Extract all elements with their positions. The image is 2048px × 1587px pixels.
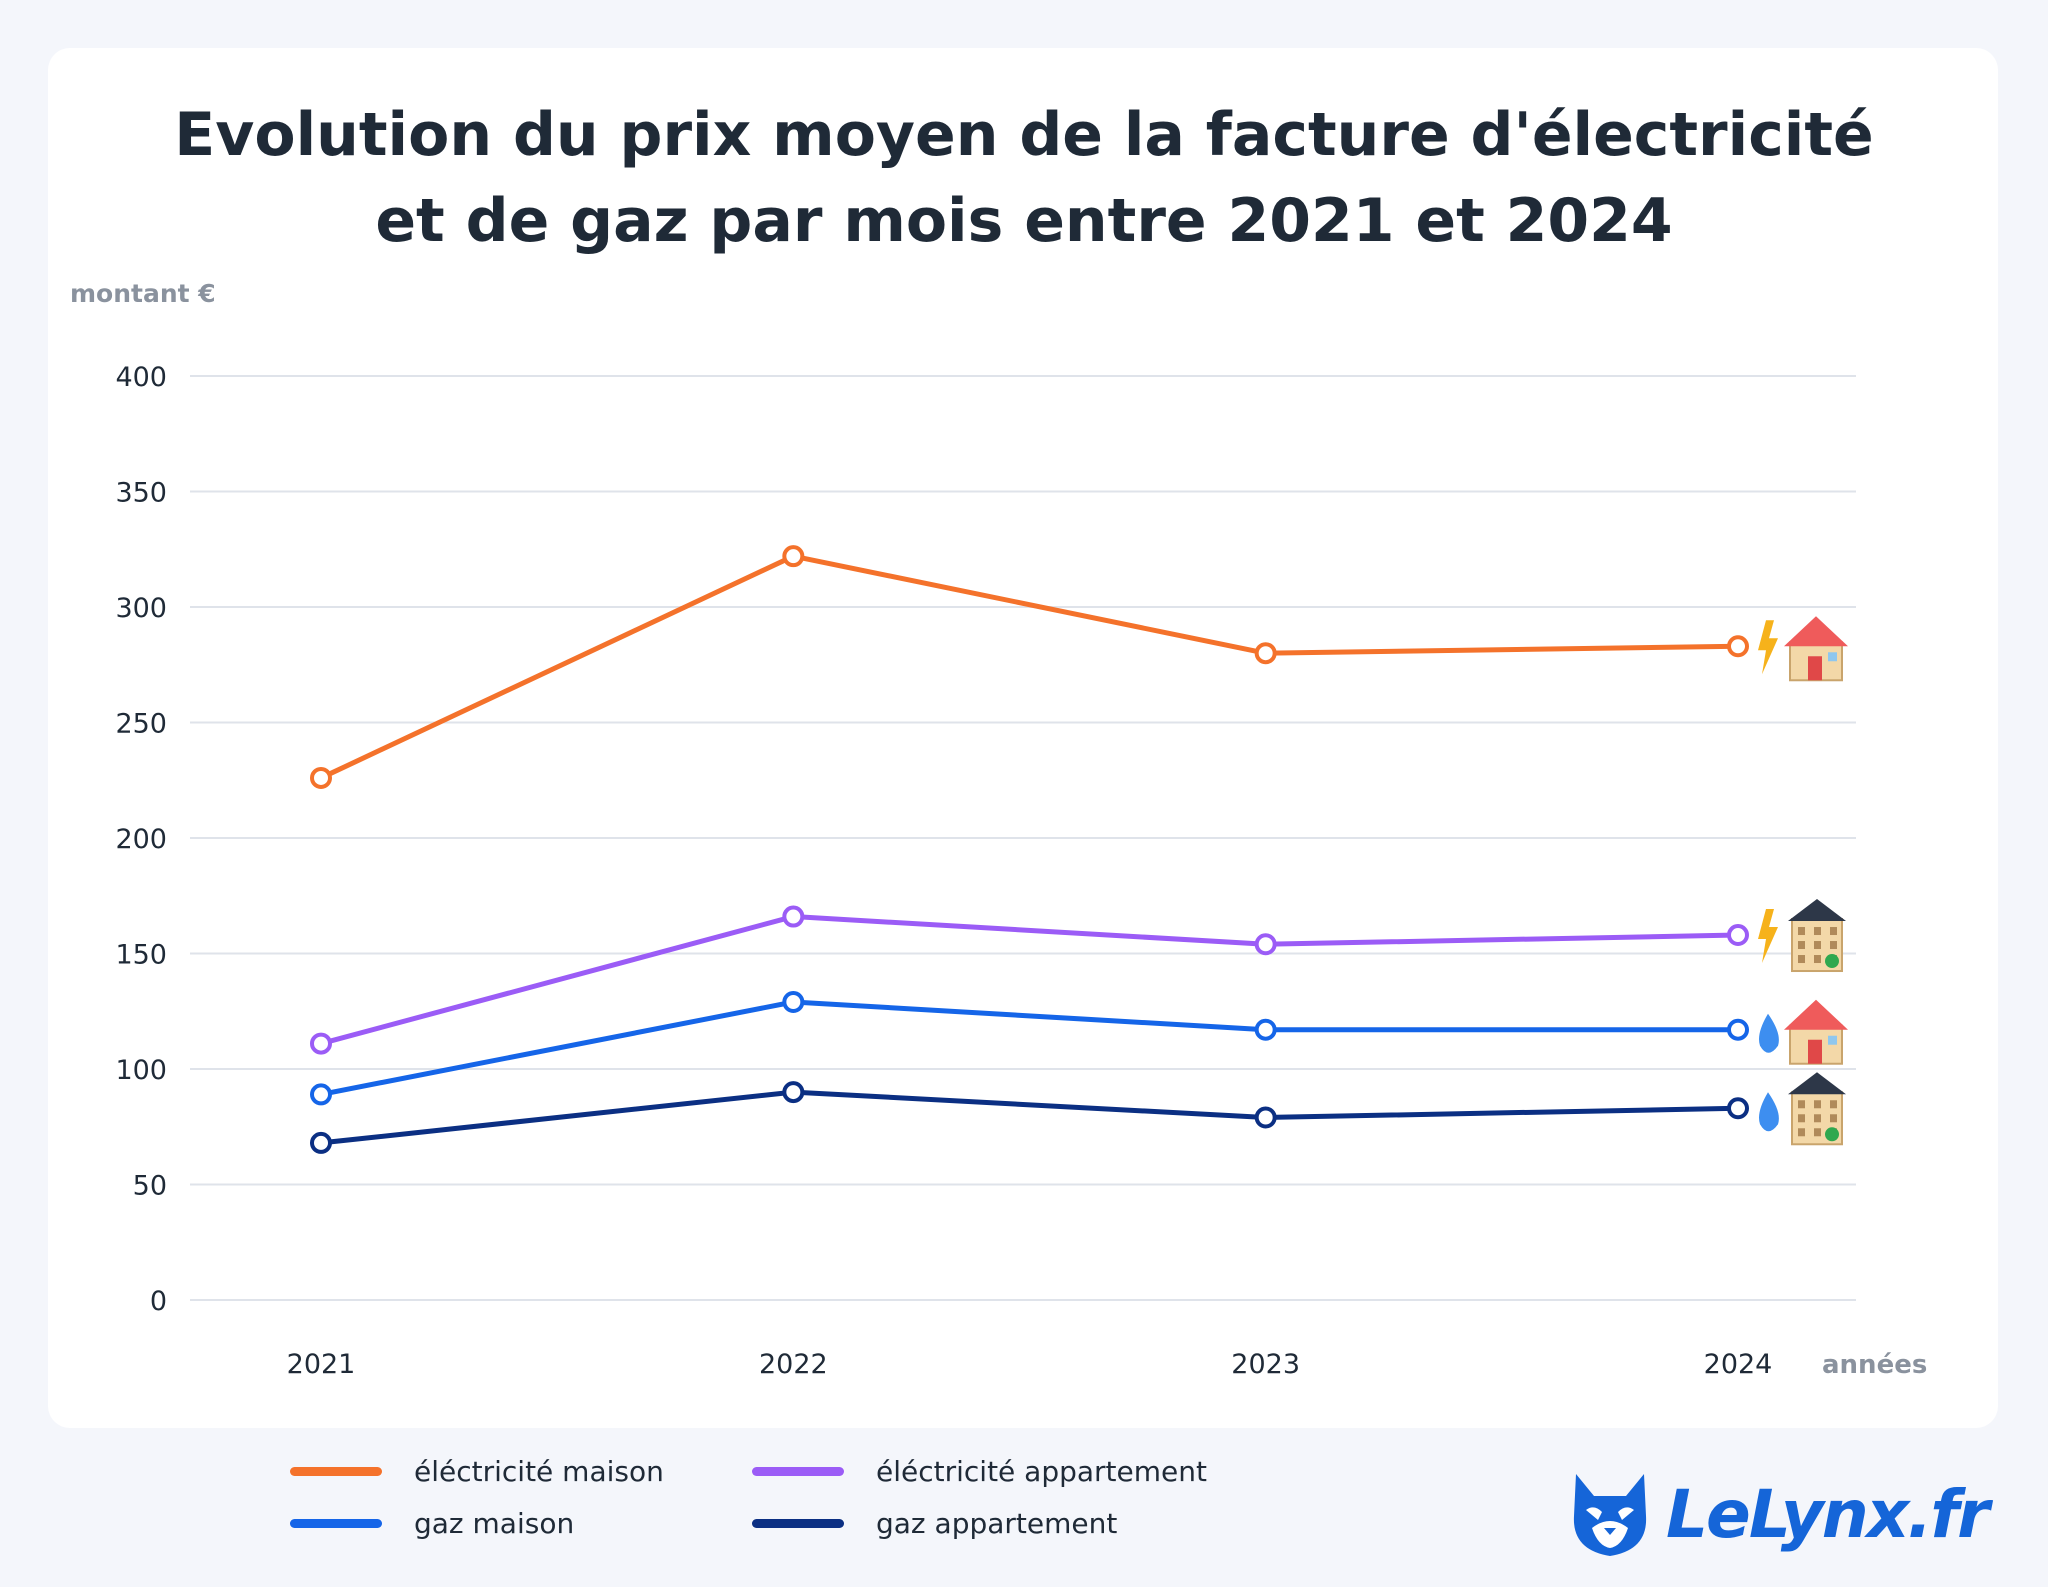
- chart-card: [48, 48, 1998, 1428]
- legend-label: gaz appartement: [876, 1507, 1118, 1540]
- data-point-electricite_appartement-2022: [782, 905, 805, 928]
- apartment-window: [1830, 1100, 1837, 1109]
- legend-label: gaz maison: [414, 1507, 575, 1540]
- gas-drop-icon: [1759, 1013, 1779, 1053]
- apartment-roof: [1788, 1072, 1846, 1095]
- grid-layer: [190, 375, 1856, 1301]
- data-point-electricite_maison-2022: [782, 545, 805, 568]
- y-tick-label-400: 400: [115, 362, 167, 393]
- y-tick-label-350: 350: [115, 478, 167, 509]
- series-gaz_appartement: [310, 1081, 1749, 1154]
- apartment-window: [1798, 1128, 1805, 1137]
- data-point-electricite_appartement-2023: [1254, 933, 1277, 956]
- brand-logo[interactable]: LeLynx.fr: [1568, 1468, 2008, 1560]
- apartment-roof: [1788, 899, 1846, 922]
- series-electricite_maison: [310, 545, 1749, 789]
- data-point-electricite_maison-2021: [310, 766, 332, 789]
- data-point-electricite_maison-2024: [1727, 635, 1749, 658]
- apartment-window: [1798, 955, 1805, 964]
- gas-apartment-icon: [1759, 1072, 1846, 1146]
- x-tick-label-2024: 2024: [1704, 1349, 1773, 1380]
- apartment-window: [1814, 1114, 1821, 1123]
- chart-title: Evolution du prix moyen de la facture d'…: [100, 92, 1948, 264]
- series-line-electricite_maison: [318, 553, 1741, 781]
- apartment-window: [1830, 1114, 1837, 1123]
- apartment-tree: [1825, 954, 1839, 969]
- apartment-window: [1798, 1114, 1805, 1123]
- logo-text: LeLynx.fr: [1666, 1475, 1990, 1553]
- chart-title-line-1: Evolution du prix moyen de la facture d'…: [174, 100, 1874, 170]
- apartment-window: [1814, 927, 1821, 936]
- legend-swatch-electricite-appartement: [752, 1467, 844, 1476]
- x-axis-label: années: [1822, 1350, 1927, 1380]
- gas-drop-icon: [1759, 1092, 1779, 1132]
- apartment-window: [1814, 955, 1821, 964]
- house-door: [1808, 1039, 1822, 1064]
- x-tick-labels: 2021 2022 2023 2024: [287, 1349, 1773, 1380]
- data-point-electricite_appartement-2021: [310, 1032, 332, 1055]
- house-window: [1828, 652, 1837, 662]
- legend-swatch-electricite-maison: [290, 1467, 382, 1476]
- apartment-window: [1814, 941, 1821, 950]
- apartment-window: [1830, 927, 1837, 936]
- y-tick-label-150: 150: [115, 940, 167, 971]
- series-line-electricite_appartement: [318, 914, 1741, 1047]
- apartment-window: [1814, 1128, 1821, 1137]
- legend-item-electricite-appartement: éléctricité appartement: [752, 1455, 1207, 1488]
- apartment-window: [1814, 1100, 1821, 1109]
- apartment-tree: [1825, 1127, 1839, 1142]
- y-tick-label-0: 0: [150, 1286, 167, 1317]
- y-axis-label: montant €: [70, 279, 216, 308]
- x-tick-label-2021: 2021: [287, 1349, 356, 1380]
- lightning-house-icon: [1758, 616, 1848, 682]
- legend-label: éléctricité appartement: [876, 1455, 1207, 1488]
- apartment-window: [1798, 927, 1805, 936]
- gas-house-icon: [1759, 999, 1848, 1065]
- series-gaz_maison: [310, 991, 1749, 1106]
- house-window: [1828, 1035, 1837, 1045]
- data-point-gaz_appartement-2023: [1254, 1106, 1277, 1129]
- series-icons: [1758, 616, 1848, 1146]
- y-tick-label-300: 300: [115, 593, 167, 624]
- series-layer: [310, 545, 1749, 1154]
- apartment-window: [1798, 941, 1805, 950]
- series-electricite_appartement: [310, 905, 1749, 1055]
- house-roof: [1784, 616, 1848, 647]
- lightning-icon: [1758, 909, 1778, 964]
- series-line-gaz_appartement: [318, 1089, 1741, 1146]
- legend-swatch-gaz-maison: [290, 1519, 382, 1528]
- x-tick-label-2022: 2022: [759, 1349, 828, 1380]
- y-tick-labels: 0 50 100 150 200 250 300 350 400: [115, 362, 167, 1317]
- lightning-icon: [1758, 620, 1778, 675]
- data-point-gaz_appartement-2022: [782, 1081, 805, 1104]
- legend-swatch-gaz-appartement: [752, 1519, 844, 1528]
- lightning-apartment-icon: [1758, 899, 1846, 973]
- y-tick-label-250: 250: [115, 709, 167, 740]
- data-point-electricite_appartement-2024: [1727, 924, 1749, 947]
- data-point-electricite_maison-2023: [1254, 642, 1277, 665]
- legend-item-gaz-appartement: gaz appartement: [752, 1507, 1117, 1540]
- house-roof: [1784, 999, 1848, 1030]
- apartment-window: [1798, 1100, 1805, 1109]
- data-point-gaz_appartement-2024: [1727, 1097, 1749, 1120]
- apartment-window: [1830, 941, 1837, 950]
- legend-item-electricite-maison: éléctricité maison: [290, 1455, 664, 1488]
- y-tick-label-100: 100: [115, 1055, 167, 1086]
- data-point-gaz_maison-2024: [1727, 1018, 1749, 1041]
- house-door: [1808, 656, 1822, 681]
- x-tick-label-2023: 2023: [1231, 1349, 1300, 1380]
- data-point-gaz_maison-2023: [1254, 1018, 1277, 1041]
- y-tick-label-200: 200: [115, 824, 167, 855]
- lynx-head-icon: [1573, 1474, 1647, 1556]
- legend: éléctricité maison éléctricité apparteme…: [290, 1455, 1230, 1565]
- legend-label: éléctricité maison: [414, 1455, 664, 1488]
- data-point-gaz_maison-2022: [782, 991, 805, 1014]
- series-line-gaz_maison: [318, 999, 1741, 1097]
- legend-item-gaz-maison: gaz maison: [290, 1507, 574, 1540]
- y-tick-label-50: 50: [133, 1171, 167, 1202]
- data-point-gaz_maison-2021: [310, 1083, 332, 1106]
- chart-title-line-2: et de gaz par mois entre 2021 et 2024: [375, 186, 1673, 256]
- data-point-gaz_appartement-2021: [310, 1131, 332, 1154]
